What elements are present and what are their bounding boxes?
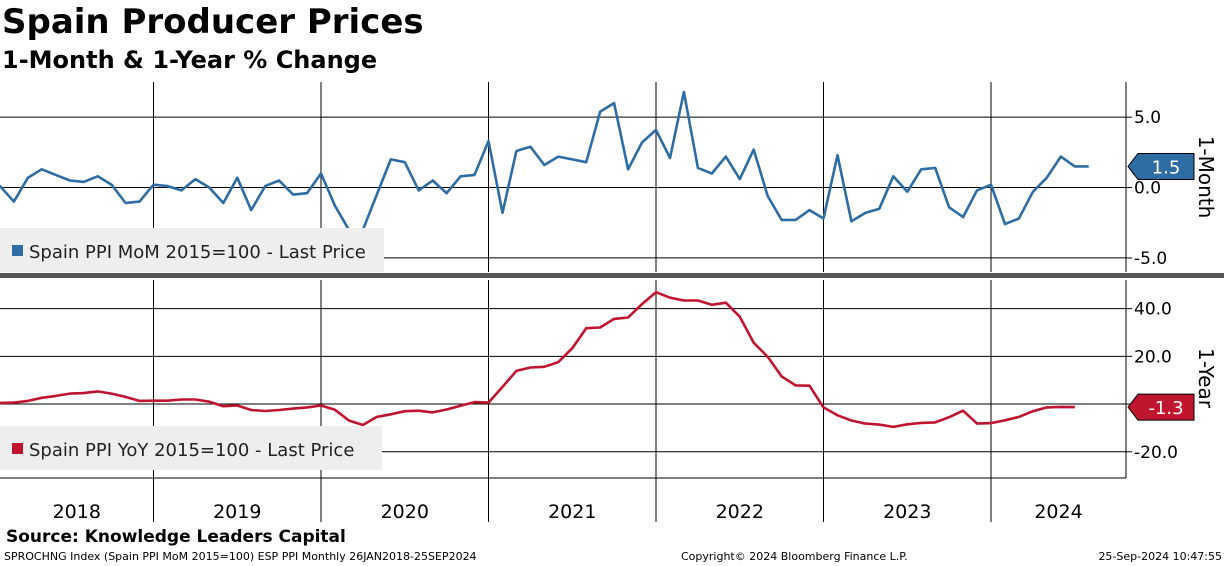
bottom-legend: Spain PPI YoY 2015=100 - Last Price: [0, 426, 382, 470]
top-last-price-badge: [1127, 152, 1195, 180]
bottom-last-price-value: -1.3: [1148, 398, 1183, 419]
x-tick-label: 2024: [1034, 501, 1082, 523]
x-axis-year-labels: 2018 2019 2020 2021 2022 2023 2024: [53, 501, 1083, 523]
panel-divider[interactable]: [0, 273, 1224, 278]
top-legend-label: Spain PPI MoM 2015=100 - Last Price: [29, 242, 366, 263]
chart-subtitle: 1-Month & 1-Year % Change: [2, 46, 378, 74]
bottom-legend-swatch: [12, 443, 23, 454]
top-legend-box: [0, 228, 384, 272]
y-tick-label: -20.0: [1134, 443, 1178, 463]
y-tick-label: -5.0: [1134, 249, 1167, 269]
top-panel: 5.0 0.0 -5.0 Spain PPI MoM 2015=100 - Last…: [0, 82, 1218, 272]
x-tick-label: 2021: [548, 501, 596, 523]
bottom-last-price-tag: -1.3: [1127, 393, 1195, 421]
copyright-note: Copyright© 2024 Bloomberg Finance L.P.: [681, 550, 908, 563]
bottom-legend-box: [0, 426, 382, 470]
bottom-vertical-grid: [153, 280, 992, 522]
x-axis: 2018 2019 2020 2021 2022 2023 2024: [0, 477, 1126, 523]
y-tick-label: 5.0: [1134, 108, 1161, 128]
bottom-axis-title: 1-Year: [1194, 348, 1218, 409]
yoy-series-line: [0, 290, 1075, 429]
top-y-ticks: 5.0 0.0 -5.0: [1126, 108, 1167, 269]
x-tick-label: 2020: [381, 501, 429, 523]
top-legend-swatch: [12, 245, 23, 256]
source-note: Source: Knowledge Leaders Capital: [6, 527, 346, 547]
mom-series-line: [0, 90, 1089, 232]
y-tick-label: 40.0: [1134, 300, 1172, 320]
bottom-last-price-badge: [1127, 393, 1195, 421]
bottom-panel: 40.0 20.0 -20.0 Spain PPI YoY 2015=100 - L…: [0, 280, 1218, 522]
x-tick-label: 2022: [716, 501, 764, 523]
ticker-info: SPROCHNG Index (Spain PPI MoM 2015=100) …: [4, 550, 477, 563]
bottom-legend-label: Spain PPI YoY 2015=100 - Last Price: [29, 440, 354, 461]
x-tick-label: 2019: [213, 501, 261, 523]
x-tick-label: 2018: [53, 501, 101, 523]
timestamp: 25-Sep-2024 10:47:55: [1098, 550, 1222, 563]
x-tick-label: 2023: [883, 501, 931, 523]
y-tick-label: 20.0: [1134, 347, 1172, 367]
top-last-price-tag: 1.5: [1127, 152, 1195, 180]
top-axis-title: 1-Month: [1194, 136, 1218, 219]
bottom-y-ticks: 40.0 20.0 -20.0: [1126, 300, 1178, 463]
y-tick-label: 0.0: [1134, 179, 1161, 199]
chart-title: Spain Producer Prices: [2, 2, 424, 42]
top-legend: Spain PPI MoM 2015=100 - Last Price: [0, 228, 384, 272]
top-last-price-value: 1.5: [1152, 157, 1181, 178]
